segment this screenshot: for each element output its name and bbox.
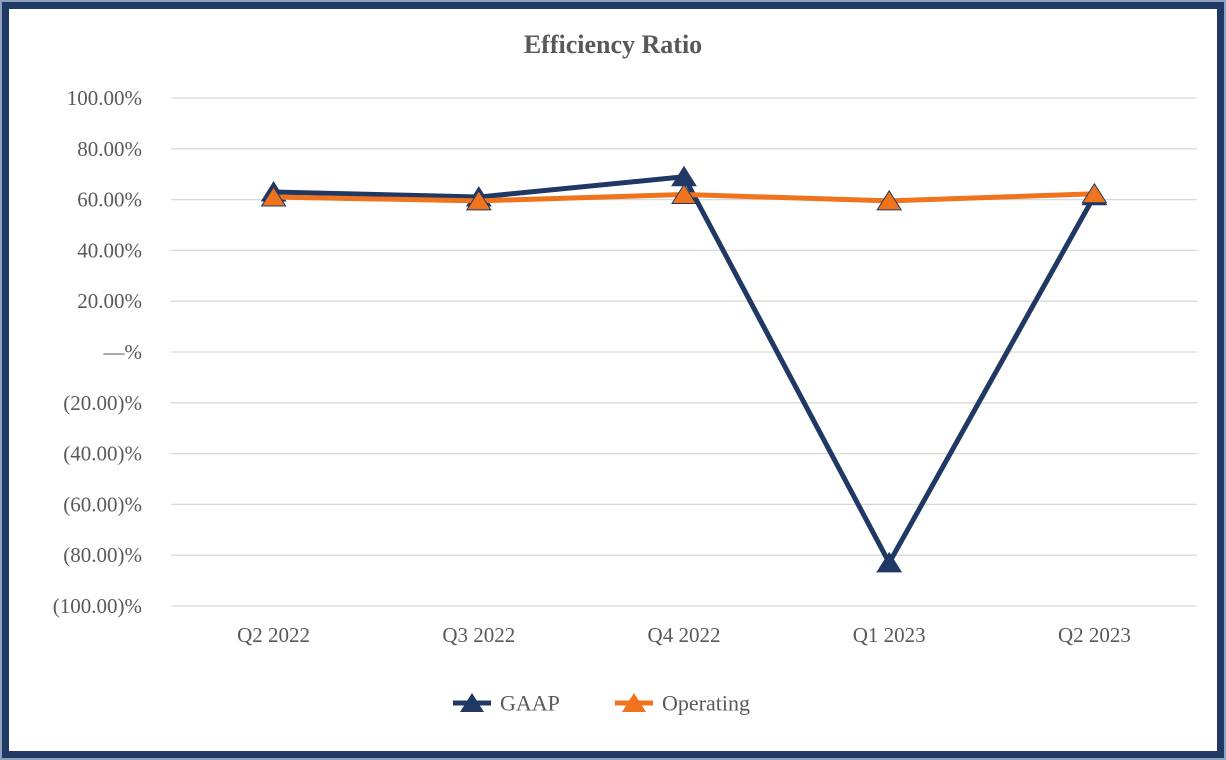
x-axis-label: Q1 2023	[853, 623, 926, 647]
x-axis-label: Q3 2022	[442, 623, 515, 647]
marker-gaap-q1-2023	[876, 551, 903, 573]
y-tick-label: —%	[103, 340, 143, 364]
marker-operating-q2-2023	[1081, 182, 1108, 204]
x-axis-label: Q4 2022	[648, 623, 721, 647]
efficiency-ratio-chart: Efficiency Ratio 100.00% 80.00% 60.00% 40.0…	[53, 30, 1197, 716]
x-axis-label: Q2 2022	[237, 623, 310, 647]
y-tick-label: 80.00%	[77, 137, 142, 161]
legend: GAAP Operating	[453, 691, 750, 716]
y-tick-label: 40.00%	[77, 238, 142, 262]
y-tick-label: (40.00)%	[63, 442, 142, 466]
y-tick-label: 20.00%	[77, 289, 142, 313]
y-tick-label: (80.00)%	[63, 543, 142, 567]
series-layer	[260, 165, 1108, 573]
marker-operating-q3-2022	[465, 189, 492, 211]
marker-operating-q4-2022	[671, 183, 697, 205]
y-tick-label: 100.00%	[67, 86, 142, 110]
y-tick-label: 60.00%	[77, 188, 142, 212]
legend-item-gaap: GAAP	[453, 691, 560, 716]
x-axis-label: Q2 2023	[1058, 623, 1131, 647]
marker-operating-q2-2022	[260, 186, 287, 207]
y-axis-labels: 100.00% 80.00% 60.00% 40.00% 20.00% —% (20.00)…	[53, 86, 142, 618]
marker-operating-q1-2023	[876, 189, 903, 211]
y-tick-label: (60.00)%	[63, 492, 142, 516]
y-tick-label: (20.00)%	[63, 391, 142, 415]
y-tick-label: (100.00)%	[53, 594, 142, 618]
legend-marker-gaap	[460, 693, 484, 712]
legend-marker-operating	[622, 693, 646, 712]
legend-item-operating: Operating	[615, 691, 750, 716]
chart-title: Efficiency Ratio	[524, 30, 702, 59]
x-axis-labels: Q2 2022 Q3 2022 Q4 2022 Q1 2023 Q2 2023	[237, 623, 1131, 647]
legend-label: GAAP	[500, 691, 560, 716]
legend-label: Operating	[662, 691, 750, 716]
